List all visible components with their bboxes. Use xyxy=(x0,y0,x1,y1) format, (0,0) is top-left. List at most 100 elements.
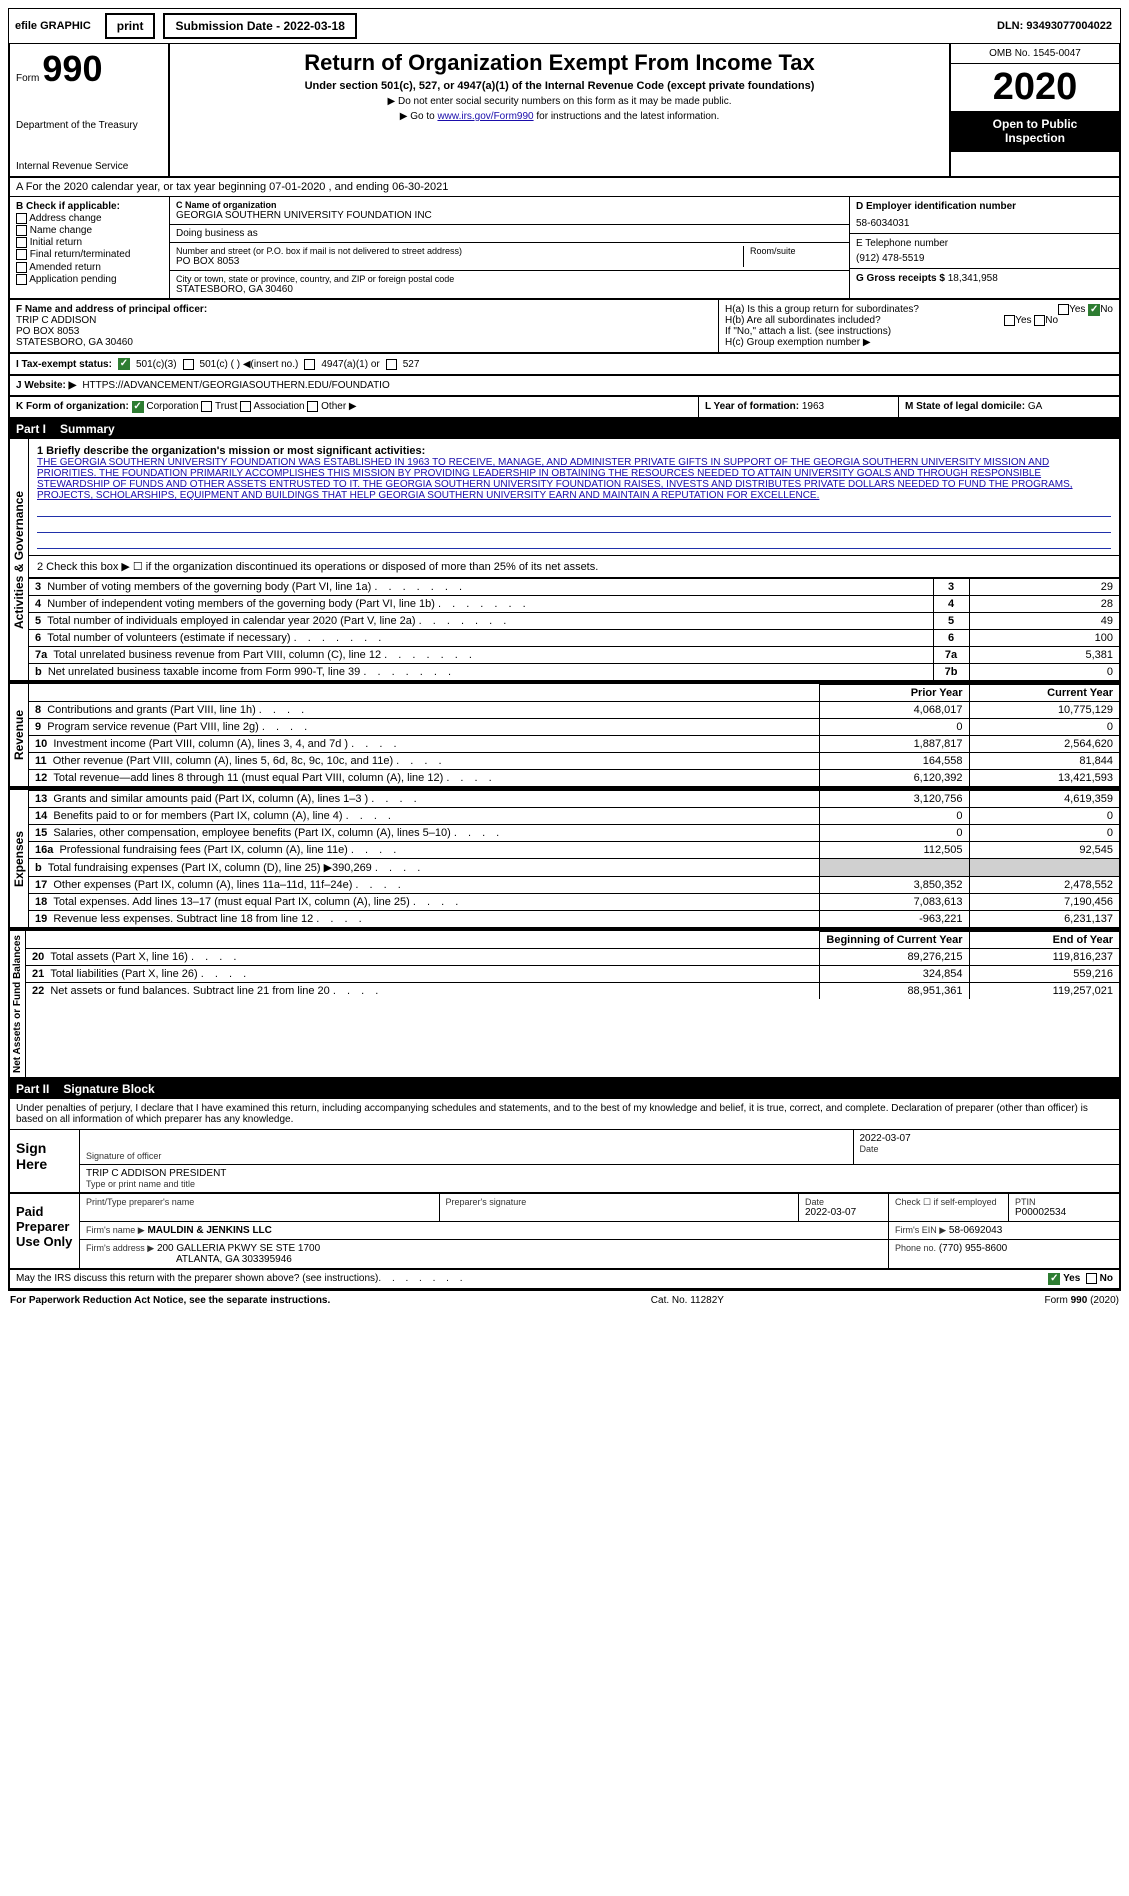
line-text: 16a Professional fundraising fees (Part … xyxy=(29,842,819,859)
current-value: 10,775,129 xyxy=(969,702,1119,719)
vlabel-governance: Activities & Governance xyxy=(10,439,29,680)
prior-value: 4,068,017 xyxy=(819,702,969,719)
table-row: 13 Grants and similar amounts paid (Part… xyxy=(29,791,1119,808)
check-icon: ✓ xyxy=(132,401,144,413)
table-row: 21 Total liabilities (Part X, line 26) .… xyxy=(26,966,1119,983)
underline xyxy=(37,503,1111,517)
firm-ein-label: Firm's EIN ▶ xyxy=(895,1225,946,1235)
self-emp-label: Check ☐ if self-employed xyxy=(895,1197,1002,1208)
firm-name-row: Firm's name ▶ MAULDIN & JENKINS LLC Firm… xyxy=(80,1221,1119,1239)
underline xyxy=(37,535,1111,549)
officer-addr1: PO BOX 8053 xyxy=(16,326,712,337)
line-text: 14 Benefits paid to or for members (Part… xyxy=(29,808,819,825)
vlabel-expenses: Expenses xyxy=(10,790,29,927)
officer-addr2: STATESBORO, GA 30460 xyxy=(16,337,712,348)
prior-value: -963,221 xyxy=(819,911,969,928)
prior-value: 3,850,352 xyxy=(819,877,969,894)
col-c: C Name of organization GEORGIA SOUTHERN … xyxy=(170,197,849,298)
i-label: I Tax-exempt status: xyxy=(16,359,112,370)
h-c: H(c) Group exemption number ▶ xyxy=(725,337,1113,348)
current-value: 13,421,593 xyxy=(969,770,1119,787)
checkbox-icon[interactable] xyxy=(16,249,27,260)
ptin-label: PTIN xyxy=(1015,1197,1113,1207)
l-value: 1963 xyxy=(802,401,824,412)
line-box: 5 xyxy=(933,613,969,630)
submission-date: Submission Date - 2022-03-18 xyxy=(163,13,356,39)
print-button[interactable]: print xyxy=(105,13,156,39)
org-name-row: C Name of organization GEORGIA SOUTHERN … xyxy=(170,197,849,225)
c-name-label: C Name of organization xyxy=(176,200,843,210)
checkbox-icon[interactable] xyxy=(183,359,194,370)
phone-label: Phone no. xyxy=(895,1243,936,1253)
table-row: 3 Number of voting members of the govern… xyxy=(29,579,1119,596)
row-klm: K Form of organization: ✓ Corporation Tr… xyxy=(8,397,1121,419)
part2-label: Part II xyxy=(16,1082,49,1096)
l-label: L Year of formation: xyxy=(705,401,799,412)
checkbox-icon[interactable] xyxy=(201,401,212,412)
part1-body: Activities & Governance 1 Briefly descri… xyxy=(8,439,1121,682)
prior-value: 88,951,361 xyxy=(819,983,969,1000)
sig-name-row: TRIP C ADDISON PRESIDENT Type or print n… xyxy=(80,1164,1119,1192)
form-prefix: Form xyxy=(16,73,39,84)
irs-link[interactable]: www.irs.gov/Form990 xyxy=(437,111,533,122)
i-4947: 4947(a)(1) or xyxy=(321,359,379,370)
current-value: 6,231,137 xyxy=(969,911,1119,928)
prior-value: 3,120,756 xyxy=(819,791,969,808)
ein-value: 58-6034031 xyxy=(856,218,1113,229)
checkbox-icon[interactable] xyxy=(1086,1273,1097,1284)
ptin-cell: PTIN P00002534 xyxy=(1009,1194,1119,1221)
checkbox-icon[interactable] xyxy=(307,401,318,412)
mission-link[interactable]: THE GEORGIA SOUTHERN UNIVERSITY FOUNDATI… xyxy=(37,457,1073,501)
street-row: Number and street (or P.O. box if mail i… xyxy=(170,243,849,271)
checkbox-icon[interactable] xyxy=(16,213,27,224)
line-2: 2 Check this box ▶ ☐ if the organization… xyxy=(29,556,1119,578)
begin-year-hdr: Beginning of Current Year xyxy=(819,932,969,949)
checkbox-icon[interactable] xyxy=(16,274,27,285)
checkbox-icon[interactable] xyxy=(16,262,27,273)
checkbox-icon[interactable] xyxy=(1058,304,1069,315)
table-row: 10 Investment income (Part VIII, column … xyxy=(29,736,1119,753)
sig-officer-row: Signature of officer 2022-03-07 Date xyxy=(80,1130,1119,1164)
checkbox-icon[interactable] xyxy=(240,401,251,412)
sig-officer-cell: Signature of officer xyxy=(80,1130,854,1164)
governance-content: 1 Briefly describe the organization's mi… xyxy=(29,439,1119,680)
underline xyxy=(37,519,1111,533)
line-text: 8 Contributions and grants (Part VIII, l… xyxy=(29,702,819,719)
line-value: 29 xyxy=(969,579,1119,596)
table-row: 12 Total revenue—add lines 8 through 11 … xyxy=(29,770,1119,787)
table-row: b Total fundraising expenses (Part IX, c… xyxy=(29,859,1119,877)
m-cell: M State of legal domicile: GA xyxy=(899,397,1119,417)
b-label: B Check if applicable: xyxy=(16,201,163,212)
row-fh: F Name and address of principal officer:… xyxy=(8,300,1121,354)
sig-intro: Under penalties of perjury, I declare th… xyxy=(10,1099,1119,1129)
table-row: 8 Contributions and grants (Part VIII, l… xyxy=(29,702,1119,719)
checkbox-icon[interactable] xyxy=(16,225,27,236)
mission-block: 1 Briefly describe the organization's mi… xyxy=(29,439,1119,556)
current-value xyxy=(969,859,1119,877)
line-box: 4 xyxy=(933,596,969,613)
dept-treasury: Department of the Treasury xyxy=(16,120,162,131)
checkbox-icon[interactable] xyxy=(386,359,397,370)
j-label: J Website: ▶ xyxy=(16,380,76,391)
k-assoc: Association xyxy=(253,401,304,412)
expenses-table: 13 Grants and similar amounts paid (Part… xyxy=(29,790,1119,927)
gross-value: 18,341,958 xyxy=(948,273,998,284)
prior-value: 112,505 xyxy=(819,842,969,859)
checkbox-icon[interactable] xyxy=(1004,315,1015,326)
l-cell: L Year of formation: 1963 xyxy=(699,397,899,417)
k-cell: K Form of organization: ✓ Corporation Tr… xyxy=(10,397,699,417)
sig-date-cell: 2022-03-07 Date xyxy=(854,1130,1120,1164)
table-row: 5 Total number of individuals employed i… xyxy=(29,613,1119,630)
line-value: 5,381 xyxy=(969,647,1119,664)
table-row: 7a Total unrelated business revenue from… xyxy=(29,647,1119,664)
line-text: 20 Total assets (Part X, line 16) . . . … xyxy=(26,949,819,966)
checkbox-icon[interactable] xyxy=(1034,315,1045,326)
phone-value: (912) 478-5519 xyxy=(856,253,1113,264)
prep-row1: Print/Type preparer's name Preparer's si… xyxy=(80,1194,1119,1221)
dln: DLN: 93493077004022 xyxy=(997,20,1120,32)
checkbox-icon[interactable] xyxy=(16,237,27,248)
prior-value xyxy=(819,859,969,877)
officer-name: TRIP C ADDISON xyxy=(16,315,712,326)
firm-addr-row: Firm's address ▶ 200 GALLERIA PKWY SE ST… xyxy=(80,1239,1119,1268)
checkbox-icon[interactable] xyxy=(304,359,315,370)
